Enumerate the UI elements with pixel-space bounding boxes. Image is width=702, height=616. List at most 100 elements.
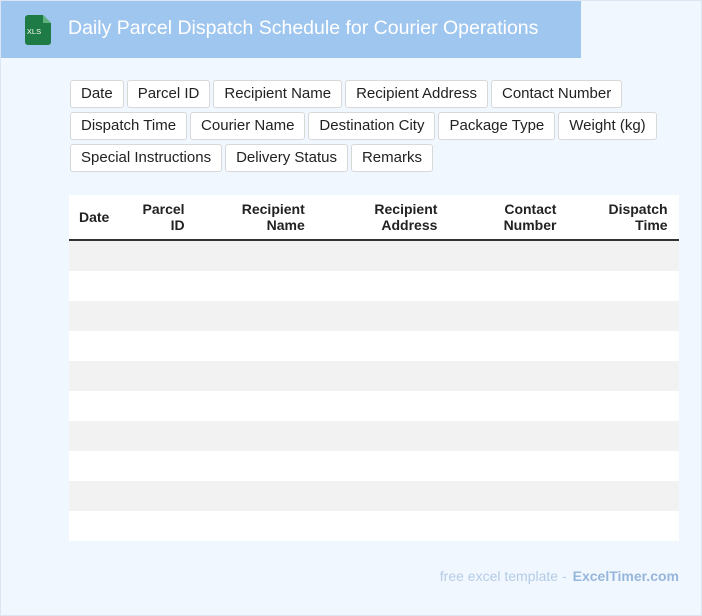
table-cell	[564, 331, 675, 361]
table-cell	[69, 331, 126, 361]
table-row	[69, 301, 679, 331]
column-header: Contact Number	[445, 195, 565, 241]
column-header: Date	[69, 195, 126, 241]
footer: free excel template - ExcelTimer.com	[440, 568, 679, 584]
table-cell	[675, 481, 679, 511]
table-cell	[312, 481, 446, 511]
footer-link[interactable]: ExcelTimer.com	[572, 568, 679, 584]
table-cell	[69, 511, 126, 541]
table-cell	[69, 361, 126, 391]
table-cell	[126, 331, 193, 361]
table-row	[69, 451, 679, 481]
column-header: Courier Name	[675, 195, 679, 241]
column-header: Dispatch Time	[564, 195, 676, 241]
table-cell	[125, 481, 193, 511]
table-cell	[69, 421, 126, 451]
table-cell	[192, 240, 313, 271]
tag: Courier Name	[190, 112, 306, 140]
table-cell	[564, 240, 676, 271]
table-cell	[676, 271, 679, 301]
tag: Contact Number	[491, 80, 623, 108]
table-cell	[192, 361, 313, 391]
table-cell	[192, 301, 313, 331]
table-cell	[69, 301, 126, 331]
tag: Parcel ID	[126, 80, 211, 108]
table-cell	[564, 301, 676, 331]
table-cell	[564, 481, 676, 511]
table-cell	[125, 240, 193, 271]
table-cell	[445, 451, 564, 481]
table-cell	[192, 481, 313, 511]
column-header: Parcel ID	[125, 195, 193, 241]
title: Daily Parcel Dispatch Schedule for Couri…	[68, 17, 539, 39]
table-row	[69, 240, 679, 271]
table-cell	[193, 391, 313, 421]
table-cell	[125, 421, 193, 451]
table-cell	[193, 451, 313, 481]
table-cell	[564, 451, 675, 481]
table-row	[69, 511, 679, 541]
tag: Package Type	[438, 112, 556, 140]
table-cell	[69, 240, 126, 271]
column-header: Recipient Name	[192, 195, 313, 241]
tag: Dispatch Time	[70, 112, 188, 140]
table-cell	[676, 511, 679, 541]
table-cell	[564, 271, 675, 301]
table-cell	[313, 271, 446, 301]
table-cell	[675, 240, 679, 271]
header-row: Date Parcel ID Recipient Name Recipient Add…	[69, 195, 679, 241]
table-cell	[675, 361, 679, 391]
table-cell	[445, 240, 565, 271]
table-cell	[445, 331, 564, 361]
table-row	[69, 421, 679, 451]
table-row	[69, 361, 679, 391]
table-cell	[564, 391, 675, 421]
table-cell	[69, 451, 126, 481]
table-cell	[445, 361, 565, 391]
table-cell	[564, 361, 676, 391]
table-cell	[313, 511, 446, 541]
table-cell	[125, 301, 193, 331]
table-cell	[445, 481, 565, 511]
table-cell	[193, 511, 313, 541]
table-cell	[445, 421, 565, 451]
table-cell	[676, 331, 679, 361]
table-row	[69, 391, 679, 421]
file-icon: XLS	[25, 15, 51, 45]
column-header: Recipient Address	[312, 195, 446, 241]
tag: Destination City	[308, 112, 436, 140]
table-cell	[193, 331, 313, 361]
table-cell	[69, 391, 126, 421]
table-cell	[313, 331, 446, 361]
table-cell	[675, 421, 679, 451]
tag: Remarks	[350, 144, 433, 172]
table-row	[69, 331, 679, 361]
tag: Weight (kg)	[558, 112, 657, 140]
table-cell	[445, 271, 564, 301]
table-cell	[126, 511, 193, 541]
tag: Special Instructions	[70, 144, 223, 172]
table-row	[69, 481, 679, 511]
table-cell	[312, 301, 446, 331]
tag: Recipient Name	[213, 80, 343, 108]
header: XLS Daily Parcel Dispatch Schedule for C…	[1, 1, 581, 58]
table: Date Parcel ID Recipient Name Recipient Add…	[69, 195, 679, 541]
tag: Date	[70, 80, 124, 108]
table-cell	[192, 421, 313, 451]
icon-label: XLS	[27, 27, 41, 36]
table-cell	[445, 511, 564, 541]
table-cell	[564, 511, 675, 541]
table-cell	[313, 391, 446, 421]
table-cell	[676, 451, 679, 481]
table-cell	[69, 481, 126, 511]
table-cell	[69, 271, 126, 301]
table-cell	[126, 391, 193, 421]
table-cell	[564, 421, 676, 451]
table-cell	[126, 271, 193, 301]
table-cell	[445, 391, 564, 421]
table-cell	[445, 301, 565, 331]
table-cell	[312, 240, 446, 271]
table-row	[69, 271, 679, 301]
